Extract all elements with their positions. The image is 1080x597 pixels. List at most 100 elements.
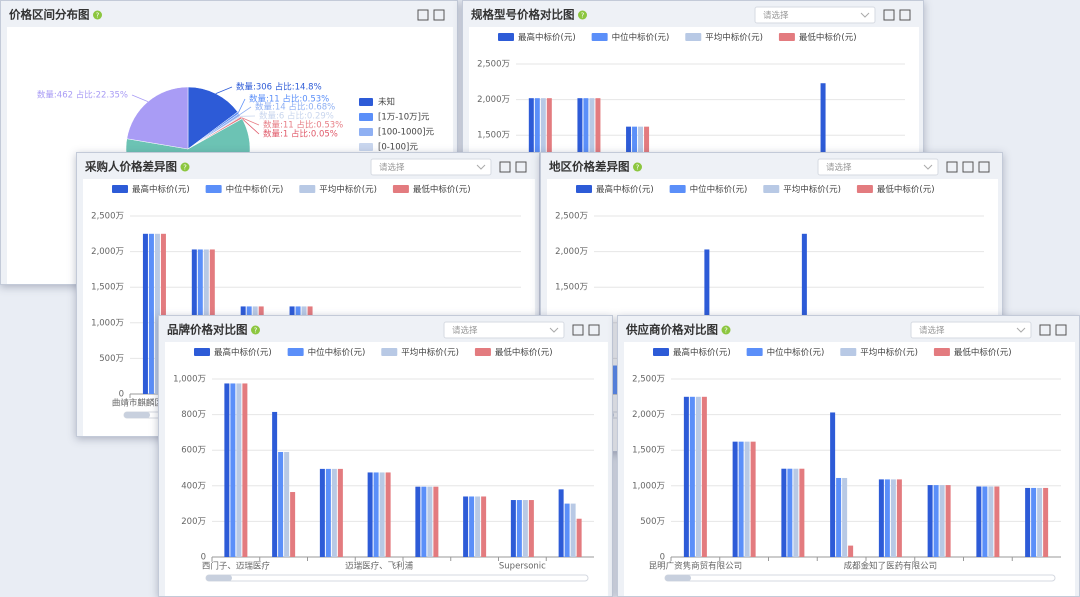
legend-label: 平均中标价(元) [783,184,841,195]
slice-label: 数量:14 占比:0.68% [255,102,335,113]
legend-swatch [763,185,780,193]
legend-swatch [112,185,128,193]
slice-label: 数量:462 占比:22.35% [37,90,128,101]
tool-icon[interactable] [962,161,974,173]
bar [154,233,160,394]
select-box[interactable] [754,6,876,24]
leader-line [241,117,260,126]
bar [927,485,933,557]
bar [744,441,750,557]
tool-icon[interactable] [417,9,429,21]
legend-label: 最高中标价(元) [518,32,576,43]
help-icon [721,325,731,335]
help-mark: ? [724,327,728,335]
bar [1031,487,1037,557]
slice-label: 数量:6 占比:0.29% [259,111,334,122]
legend-label: 平均中标价(元) [401,347,459,358]
y-tick-label: 0 [660,553,665,563]
select-box[interactable] [817,158,939,176]
y-tick-label: 2,000万 [555,247,588,257]
bar [230,383,236,557]
select-box[interactable] [443,321,565,339]
x-tick-label: 迈瑞医疗、飞利浦 [345,561,414,572]
bar [325,468,331,557]
tool-icon[interactable] [946,161,958,173]
tool-icon[interactable] [1055,324,1067,336]
bar [528,500,534,557]
legend-swatch [669,185,686,193]
legend-label: 最低中标价(元) [799,32,857,43]
leader-line [239,106,252,116]
tool-icon[interactable] [588,324,600,336]
tool-icon[interactable] [978,161,990,173]
bar [421,486,427,557]
y-tick-label: 2,000万 [632,410,665,420]
bar [884,479,890,557]
help-mark: ? [183,164,187,172]
legend-swatch [840,348,857,356]
tool-icon[interactable] [433,9,445,21]
bar [830,412,836,557]
tool-icon[interactable] [515,161,527,173]
bar [319,468,325,557]
help-icon [251,325,260,335]
bar [842,477,848,557]
slice-label: 数量:11 占比:0.53% [249,94,329,105]
chart-title: 价格区间分布图 [9,8,90,22]
tool-icon[interactable] [883,9,895,21]
y-tick-label: 1,500万 [91,283,124,293]
bar [787,468,793,557]
y-tick-label: 400万 [181,481,206,491]
legend-swatch [359,98,373,106]
bar [1043,487,1049,557]
legend-swatch [359,143,373,151]
y-tick-label: 500万 [99,354,124,364]
legend-label: 平均中标价(元) [860,347,918,358]
legend-label: 中位中标价(元) [308,347,366,358]
bar [576,518,582,557]
bar [890,479,896,557]
bar [481,496,487,557]
legend-swatch [194,348,210,356]
slice-label: 数量:1 占比:0.05% [263,129,338,140]
bar [415,486,421,557]
scrollbar-thumb[interactable] [124,412,150,418]
bar [427,486,433,557]
help-icon [93,10,102,20]
legend-swatch [392,185,409,193]
help-icon [180,162,190,172]
tool-icon[interactable] [499,161,511,173]
leader-line [241,118,260,135]
legend-label: 最低中标价(元) [413,184,471,195]
scrollbar-track[interactable] [205,574,589,582]
select-box[interactable] [370,158,492,176]
legend-label: [0-100]元 [378,143,418,153]
select-arrow [923,164,933,170]
y-tick-label: 800万 [181,410,206,420]
legend-label: 最高中标价(元) [673,347,731,358]
bar [933,485,939,557]
tool-icon[interactable] [899,9,911,21]
scrollbar-track[interactable] [664,574,1056,582]
chart-panel: 供应商价格对比图? 请选择 最高中标价(元) 中位中标价(元) 平均中标价(元) 最低中标… [617,315,1080,597]
select-placeholder: 请选择 [452,325,478,336]
bar [683,396,689,557]
scrollbar-thumb[interactable] [206,575,232,581]
y-tick-label: 1,000万 [91,318,124,328]
tool-icon[interactable] [1039,324,1051,336]
legend-swatch [591,33,608,41]
x-tick-label: Supersonic [499,562,546,572]
leader-line [131,94,149,103]
scrollbar-thumb[interactable] [665,575,691,581]
select-box[interactable] [910,321,1032,339]
select-arrow [476,164,486,170]
y-tick-label: 1,500万 [555,283,588,293]
bar [793,468,799,557]
help-mark: ? [581,12,585,20]
legend-swatch [685,33,702,41]
tool-icon[interactable] [572,324,584,336]
chart-title: 品牌价格对比图 [167,323,248,337]
bar [799,468,805,557]
legend-label: [1万-10万]元 [378,113,430,123]
